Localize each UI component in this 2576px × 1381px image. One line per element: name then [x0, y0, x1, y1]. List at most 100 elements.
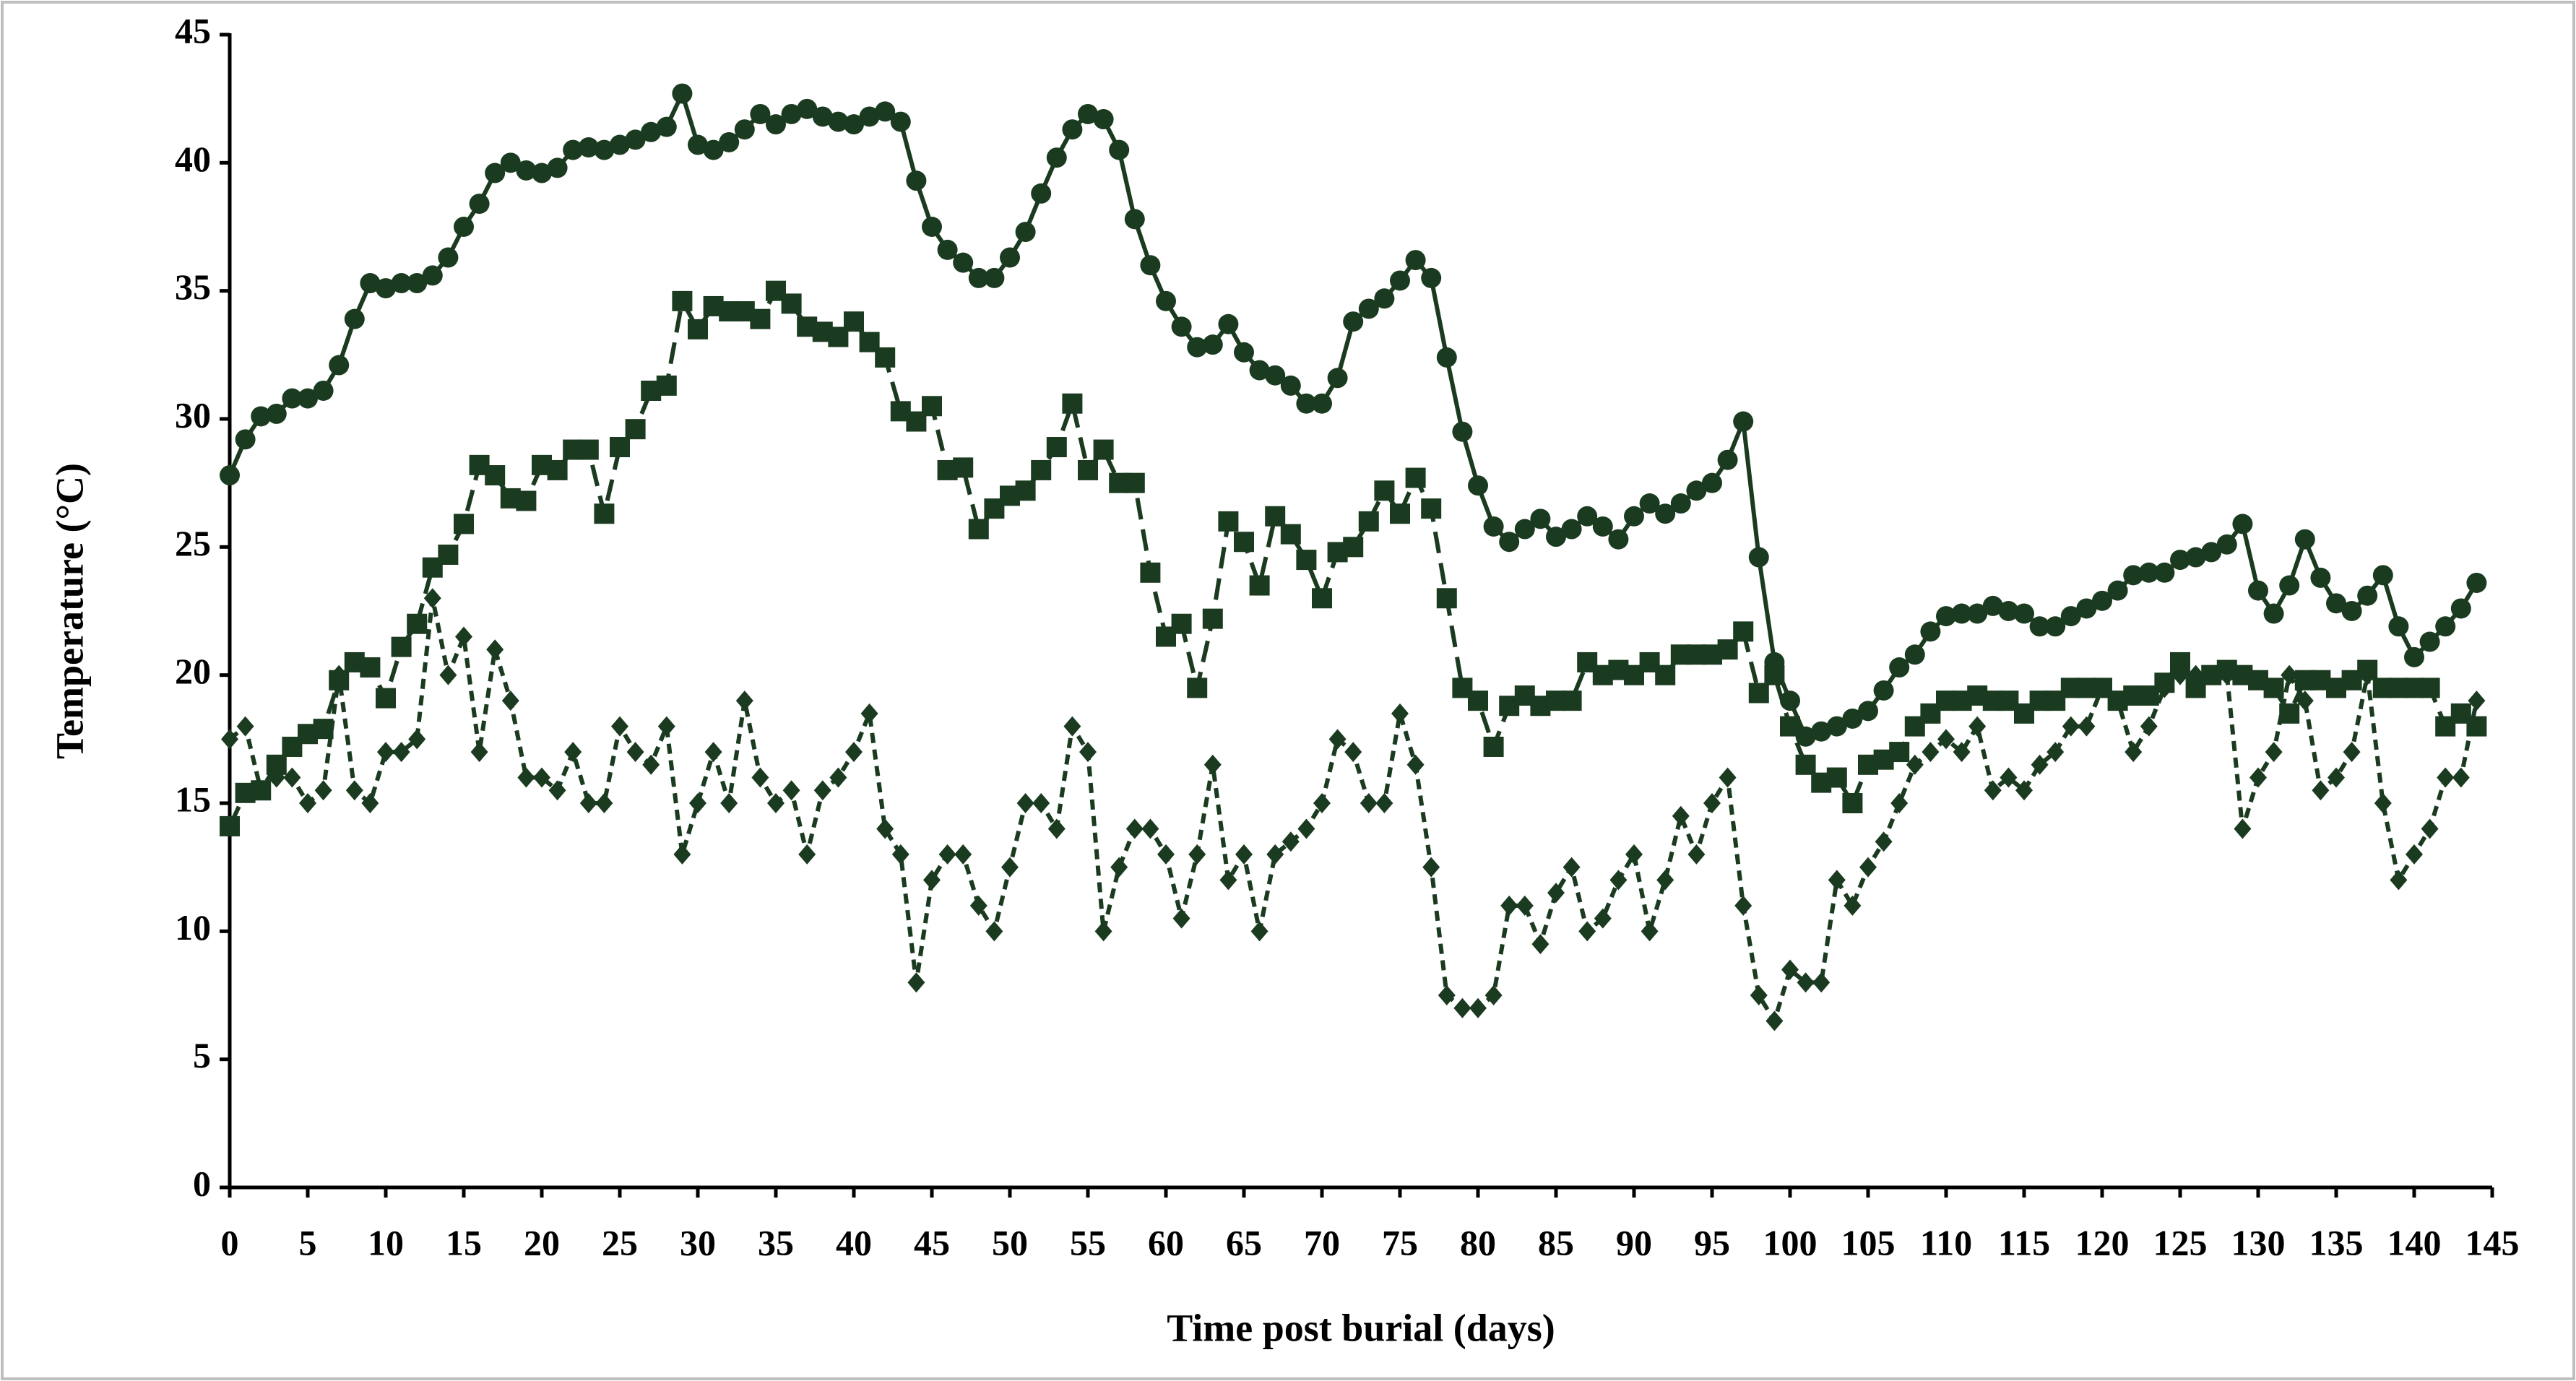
x-tick-label: 120: [2075, 1222, 2130, 1263]
marker: [2060, 606, 2081, 627]
marker: [954, 844, 972, 865]
marker: [283, 767, 301, 788]
marker: [1218, 313, 1239, 334]
marker: [252, 780, 270, 801]
marker: [1875, 831, 1893, 852]
marker: [1079, 742, 1097, 763]
x-tick-label: 130: [2231, 1222, 2286, 1263]
y-tick-label: 0: [193, 1163, 211, 1203]
marker: [1016, 793, 1034, 813]
marker: [1998, 601, 2019, 621]
marker: [360, 657, 381, 678]
marker: [1157, 844, 1175, 865]
marker: [501, 690, 519, 711]
marker: [845, 742, 863, 763]
marker: [2341, 601, 2362, 621]
marker: [2109, 690, 2127, 711]
marker: [1483, 736, 1504, 757]
marker: [938, 844, 956, 865]
marker: [1374, 480, 1395, 501]
x-tick-label: 90: [1616, 1222, 1652, 1263]
y-tick-label: 25: [175, 523, 211, 563]
marker: [251, 406, 272, 427]
marker: [689, 793, 706, 813]
marker: [407, 613, 428, 634]
marker: [2279, 575, 2300, 596]
marker: [438, 544, 459, 565]
marker: [1764, 664, 1785, 685]
marker: [454, 514, 474, 534]
marker: [2203, 664, 2221, 685]
marker: [2123, 565, 2144, 586]
marker: [1078, 459, 1098, 480]
marker: [1686, 480, 1707, 501]
marker: [1141, 818, 1159, 839]
marker: [2045, 616, 2066, 637]
y-tick-label: 35: [175, 267, 211, 307]
marker: [1187, 677, 1208, 698]
x-tick-label: 5: [299, 1222, 317, 1263]
marker: [1406, 754, 1425, 775]
marker: [859, 106, 880, 127]
marker: [1500, 895, 1518, 916]
marker: [1062, 393, 1083, 414]
marker: [672, 290, 693, 311]
marker: [625, 129, 646, 150]
marker: [1733, 621, 1754, 642]
marker: [2388, 616, 2409, 637]
marker: [2296, 690, 2314, 711]
marker: [1578, 921, 1596, 942]
marker: [2404, 646, 2424, 667]
marker: [516, 160, 537, 181]
marker: [704, 742, 722, 763]
marker: [408, 729, 426, 750]
marker: [1858, 701, 1878, 722]
marker: [2029, 616, 2050, 637]
marker: [1390, 503, 1410, 524]
marker: [1235, 844, 1253, 865]
marker: [391, 636, 412, 657]
marker: [1265, 506, 1286, 527]
marker: [1889, 742, 1910, 763]
marker: [1624, 506, 1644, 527]
marker: [1094, 921, 1112, 942]
marker: [345, 780, 363, 801]
marker: [1703, 793, 1721, 813]
marker: [890, 111, 911, 132]
x-tick-label: 40: [836, 1222, 872, 1263]
marker: [1187, 337, 1208, 358]
marker: [299, 793, 316, 813]
marker: [1609, 870, 1628, 891]
marker: [1826, 767, 1847, 788]
marker: [469, 194, 490, 215]
marker: [313, 380, 334, 401]
x-tick-label: 10: [368, 1222, 404, 1263]
marker: [1078, 103, 1098, 124]
marker: [1015, 222, 1036, 243]
marker: [563, 139, 584, 160]
marker: [377, 742, 394, 763]
marker: [1920, 621, 1941, 642]
marker: [2218, 664, 2236, 685]
marker: [1922, 742, 1940, 763]
marker: [906, 170, 927, 191]
marker: [2062, 716, 2080, 737]
marker: [2466, 572, 2487, 593]
marker: [1780, 716, 1800, 737]
marker: [1514, 519, 1535, 540]
marker: [1592, 516, 1613, 537]
marker: [2216, 534, 2237, 555]
marker: [594, 503, 615, 524]
x-tick-label: 25: [602, 1222, 638, 1263]
marker: [2312, 780, 2330, 801]
y-tick-label: 15: [175, 779, 211, 819]
marker: [455, 626, 472, 647]
marker: [1265, 365, 1286, 386]
marker: [516, 490, 537, 511]
marker: [2450, 598, 2471, 619]
marker: [1797, 972, 1815, 993]
marker: [2343, 742, 2361, 763]
marker: [1951, 603, 1972, 624]
marker: [1594, 908, 1612, 929]
marker: [1811, 721, 1832, 742]
